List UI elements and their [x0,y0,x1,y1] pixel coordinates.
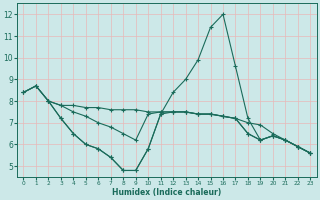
X-axis label: Humidex (Indice chaleur): Humidex (Indice chaleur) [112,188,221,197]
